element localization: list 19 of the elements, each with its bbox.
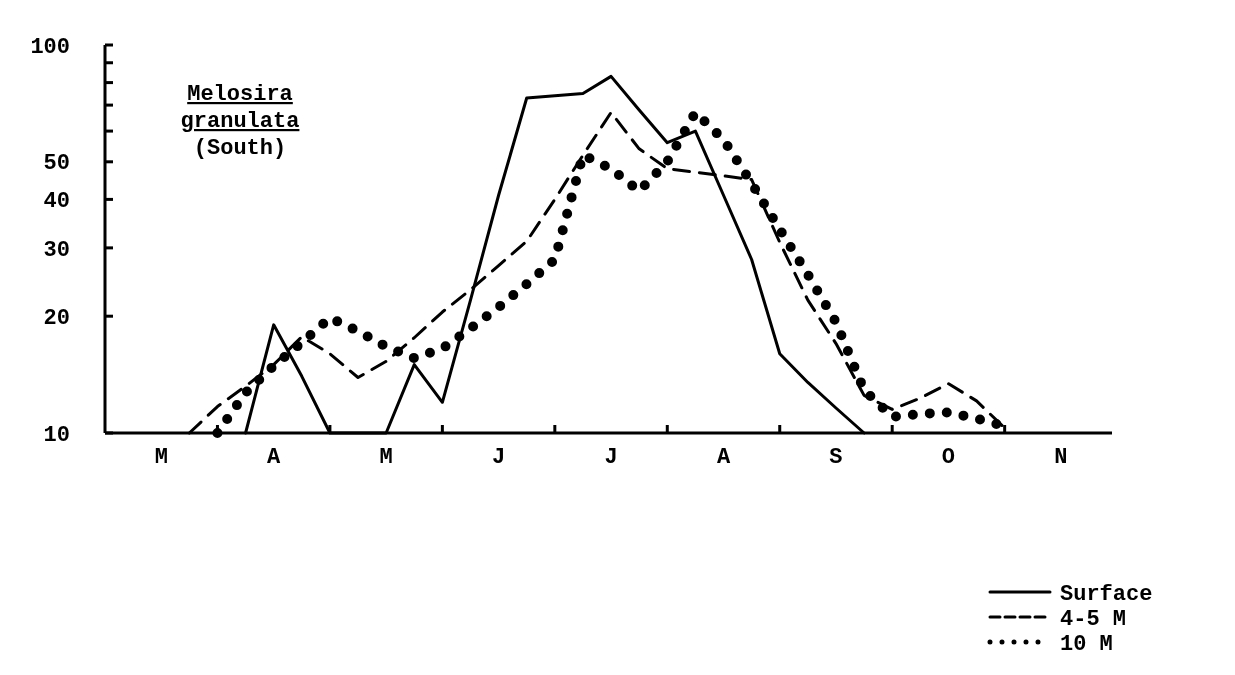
legend-label: 10 M <box>1060 631 1113 657</box>
y-tick-label: 40 <box>43 189 70 215</box>
text: Melosira granulata (South) <box>180 82 300 161</box>
y-tick-label: 30 <box>43 237 70 263</box>
x-tick-label: S <box>829 445 843 470</box>
legend-label: Surface <box>1060 581 1153 607</box>
y-tick-label: 10 <box>43 422 70 448</box>
x-tick-label: M <box>379 445 393 470</box>
legend-label: 4-5 M <box>1060 606 1127 632</box>
y-tick-label: 100 <box>30 34 70 60</box>
x-tick-label: A <box>716 445 731 470</box>
x-tick-label: J <box>604 445 618 470</box>
x-tick-label: M <box>154 445 168 470</box>
x-tick-label: N <box>1054 445 1068 470</box>
x-tick-label: J <box>492 445 506 470</box>
x-tick-label: O <box>941 445 956 470</box>
y-tick-label: 50 <box>43 151 70 177</box>
y-tick-label: 20 <box>43 305 70 331</box>
x-tick-label: A <box>267 445 282 470</box>
